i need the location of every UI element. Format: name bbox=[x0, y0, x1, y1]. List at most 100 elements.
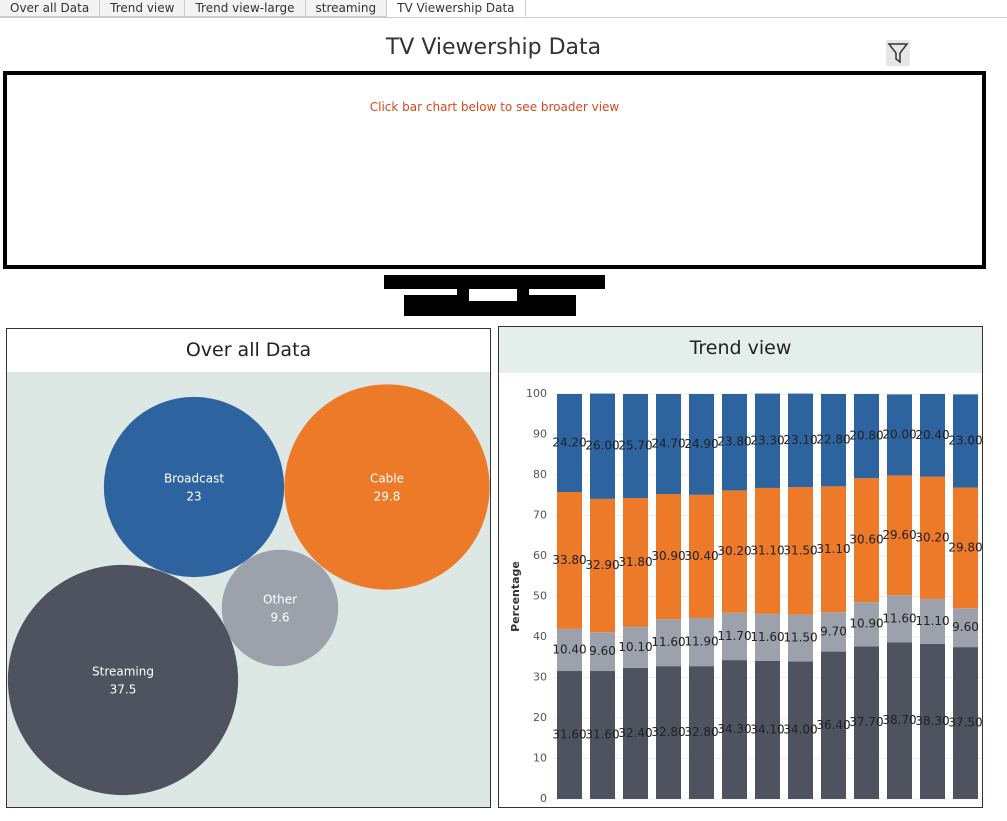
value-label: 23.10 bbox=[783, 433, 817, 447]
title-bar bbox=[499, 327, 982, 373]
value-label: 31.60 bbox=[552, 728, 586, 742]
bar-segment bbox=[656, 619, 681, 667]
value-label: 11.70 bbox=[717, 629, 751, 643]
bar-segment bbox=[821, 651, 846, 799]
bar-segment bbox=[854, 394, 879, 479]
bar-segment bbox=[854, 646, 879, 799]
value-label: 38.30 bbox=[915, 714, 949, 728]
note: Click bar chart below to see broader vie… bbox=[369, 100, 620, 114]
bubble-value: 23 bbox=[186, 490, 201, 504]
bubble bbox=[221, 549, 339, 667]
y-tick-label: 0 bbox=[540, 792, 547, 805]
y-tick-label: 60 bbox=[533, 549, 547, 562]
value-label: 32.40 bbox=[618, 726, 652, 740]
bubble-value: 37.5 bbox=[110, 683, 137, 697]
bubble-label: Cable bbox=[370, 472, 404, 486]
bar-segment bbox=[887, 595, 912, 643]
bar-segment bbox=[590, 632, 615, 672]
bubble-value: 29.8 bbox=[374, 490, 401, 504]
value-label: 20.80 bbox=[849, 429, 883, 443]
value-label: 32.80 bbox=[684, 725, 718, 739]
value-label: 36.40 bbox=[816, 718, 850, 732]
bar-segment bbox=[590, 393, 615, 499]
tab-active[interactable]: TV Viewership Data bbox=[387, 0, 526, 17]
value-label: 11.50 bbox=[783, 631, 817, 645]
value-label: 9.70 bbox=[820, 624, 847, 638]
bar-segment bbox=[623, 626, 648, 668]
value-label: 30.40 bbox=[684, 549, 718, 563]
tab[interactable]: Trend view bbox=[100, 0, 186, 17]
bar-segment bbox=[920, 394, 945, 477]
bar-segment bbox=[854, 478, 879, 603]
value-label: 10.10 bbox=[618, 640, 652, 654]
value-label: 33.80 bbox=[552, 553, 586, 567]
value-label: 29.80 bbox=[948, 540, 982, 554]
bar-segment bbox=[689, 494, 714, 618]
y-tick-label: 90 bbox=[533, 428, 547, 441]
bar-segment bbox=[887, 642, 912, 799]
value-label: 37.50 bbox=[948, 716, 982, 730]
bar-segment bbox=[953, 608, 978, 648]
bar-segment bbox=[689, 666, 714, 799]
bar-segment bbox=[821, 394, 846, 487]
bar-segment bbox=[953, 647, 978, 799]
bar-segment bbox=[557, 671, 582, 799]
bar-segment bbox=[887, 475, 912, 596]
bar-segment bbox=[920, 476, 945, 599]
y-tick-label: 30 bbox=[533, 671, 547, 684]
value-label: 9.60 bbox=[589, 644, 616, 658]
bar-segment bbox=[755, 613, 780, 661]
value-label: 24.70 bbox=[651, 437, 685, 451]
value-label: 32.90 bbox=[585, 558, 619, 572]
value-label: 31.60 bbox=[585, 728, 619, 742]
filter-icon[interactable] bbox=[886, 40, 910, 66]
bar-segment bbox=[656, 394, 681, 495]
bar-segment bbox=[557, 628, 582, 672]
bar-segment bbox=[590, 498, 615, 633]
panel-title: Trend view bbox=[689, 337, 792, 359]
bar-segment bbox=[788, 614, 813, 662]
tab[interactable]: Trend view-large bbox=[185, 0, 306, 17]
value-label: 9.60 bbox=[952, 620, 979, 634]
bar-segment bbox=[557, 492, 582, 629]
tab[interactable]: streaming bbox=[305, 0, 388, 17]
value-label: 37.70 bbox=[849, 715, 883, 729]
bubble bbox=[7, 564, 239, 796]
bar-segment bbox=[590, 671, 615, 799]
value-label: 11.90 bbox=[684, 635, 718, 649]
bubble bbox=[103, 396, 285, 578]
bubble-label: Broadcast bbox=[164, 472, 224, 486]
bar-segment bbox=[854, 602, 879, 647]
bubble-chart[interactable]: Broadcast 23 Cable 29.8 Other 9.6 Streaming 37.… bbox=[7, 372, 490, 807]
value-label: 24.20 bbox=[552, 436, 586, 450]
y-tick-label: 10 bbox=[533, 752, 547, 765]
bar-segment bbox=[557, 394, 582, 493]
value-label: 29.60 bbox=[882, 528, 916, 542]
bubble-label: Streaming bbox=[92, 665, 154, 679]
value-label: 22.80 bbox=[816, 433, 850, 447]
value-label: 23.00 bbox=[948, 433, 982, 447]
value-label: 30.90 bbox=[651, 549, 685, 563]
value-label: 30.20 bbox=[717, 544, 751, 558]
value-label: 20.40 bbox=[915, 428, 949, 442]
tab[interactable]: Over all Data bbox=[0, 0, 101, 17]
bar-segment bbox=[953, 487, 978, 609]
value-label: 34.00 bbox=[783, 723, 817, 737]
value-label: 25.70 bbox=[618, 439, 652, 453]
value-label: 11.10 bbox=[915, 614, 949, 628]
dashboard-title: TV Viewership Data bbox=[385, 35, 602, 60]
value-label: 23.30 bbox=[750, 433, 784, 447]
bar-segment bbox=[788, 487, 813, 615]
value-label: 32.80 bbox=[651, 725, 685, 739]
y-tick-label: 40 bbox=[533, 630, 547, 643]
bar-chart[interactable]: 0 10 20 30 40 50 60 70 80 90 100 Percentage 31.60 10.… bbox=[499, 373, 982, 807]
stand-shape bbox=[384, 275, 605, 316]
bar-segment bbox=[656, 494, 681, 620]
bar-segment bbox=[689, 617, 714, 667]
bar-segment bbox=[722, 612, 747, 661]
bar-segment bbox=[722, 490, 747, 613]
value-label: 26.00 bbox=[585, 439, 619, 453]
bar-segment bbox=[656, 666, 681, 799]
bar-segment bbox=[887, 394, 912, 476]
tab-bar: Over all Data Trend view Trend view-larg… bbox=[0, 0, 1007, 18]
